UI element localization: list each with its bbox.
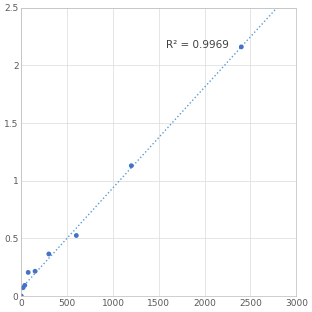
Point: [74, 233, 79, 238]
Point: [129, 163, 134, 168]
Point: [21, 285, 26, 290]
Point: [46, 251, 51, 256]
Point: [239, 44, 244, 49]
Point: [19, 294, 24, 299]
Point: [26, 270, 31, 275]
Point: [32, 269, 37, 274]
Point: [22, 283, 27, 288]
Text: R² = 0.9969: R² = 0.9969: [166, 40, 229, 50]
